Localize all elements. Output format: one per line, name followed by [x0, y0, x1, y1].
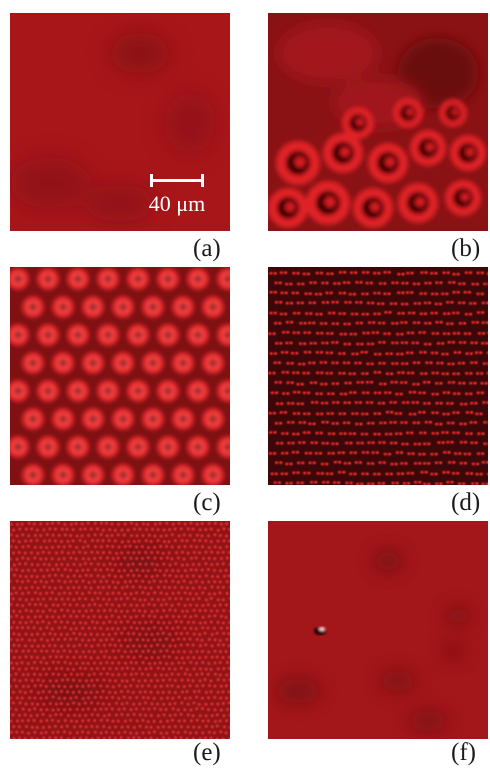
scale-bar-tick-right — [201, 174, 204, 187]
micrograph-f-image — [268, 521, 488, 739]
dust-particle — [314, 627, 326, 635]
micrograph-panel-c — [10, 267, 230, 485]
micrograph-c-image — [10, 267, 230, 485]
panel-label-e: (e) — [193, 739, 221, 766]
panel-label-a: (a) — [193, 235, 221, 262]
panel-label-d: (d) — [451, 489, 481, 516]
micrograph-e-image — [10, 521, 230, 739]
micrograph-panel-d — [268, 267, 488, 485]
panel-label-b: (b) — [451, 235, 481, 262]
micrograph-panel-a: 40 μm — [10, 13, 230, 231]
micrograph-panel-f — [268, 521, 488, 739]
micrograph-d-image — [268, 267, 488, 485]
panel-label-c: (c) — [193, 489, 221, 516]
scale-bar: 40 μm — [149, 174, 205, 216]
scale-bar-line — [150, 179, 204, 182]
micrograph-a-image: 40 μm — [10, 13, 230, 231]
scale-bar-tick-left — [150, 174, 153, 187]
scale-bar-label: 40 μm — [149, 191, 205, 216]
micrograph-panel-b — [268, 13, 488, 231]
micrograph-b-image — [268, 13, 488, 231]
micrograph-panel-e — [10, 521, 230, 739]
panel-label-f: (f) — [451, 739, 476, 766]
